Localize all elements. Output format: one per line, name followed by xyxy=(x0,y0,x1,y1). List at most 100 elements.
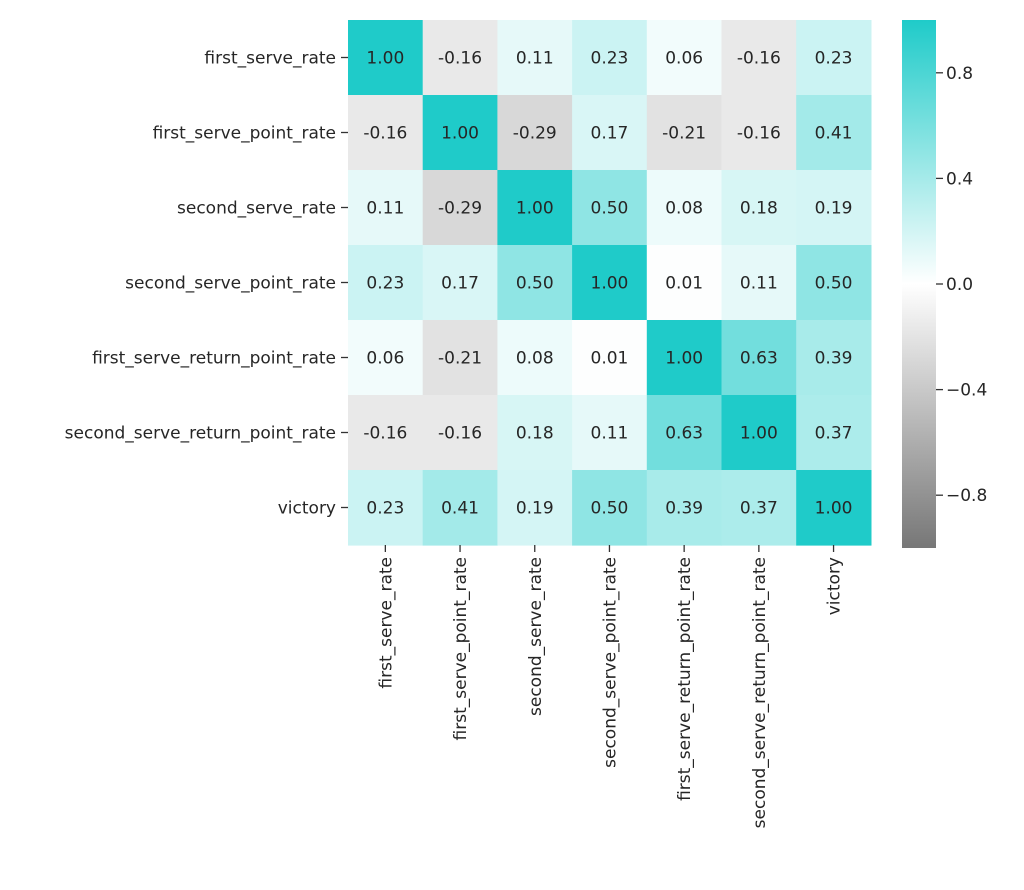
column-axis-labels: first_serve_rate first_serve_point_rate se… xyxy=(376,545,845,828)
cell-value-label-r2-c6: 0.19 xyxy=(815,199,853,219)
cell-value-label-r3-c4: 0.01 xyxy=(665,274,703,294)
heatmap-cell-r5-c6 xyxy=(796,395,872,471)
heatmap-cell-r2-c5 xyxy=(721,170,797,246)
cell-value-label-r4-c2: 0.08 xyxy=(516,349,554,369)
cell-value-label-r6-c1: 0.41 xyxy=(441,499,479,519)
heatmap-cell-r0-c6 xyxy=(796,20,872,96)
cell-value-label-r0-c3: 0.23 xyxy=(591,49,629,69)
cell-value-label-r2-c4: 0.08 xyxy=(665,199,703,219)
heatmap-cell-r1-c1 xyxy=(422,95,498,171)
cell-value-label-r0-c4: 0.06 xyxy=(665,49,703,69)
cell-value-label-r2-c5: 0.18 xyxy=(740,199,778,219)
heatmap-cell-r1-c2 xyxy=(497,95,573,171)
cell-value-label-r5-c1: -0.16 xyxy=(438,424,482,444)
cell-value-label-r1-c6: 0.41 xyxy=(815,124,853,144)
heatmap-cell-r3-c3 xyxy=(572,245,648,321)
column-label-1: first_serve_point_rate xyxy=(451,557,471,740)
heatmap-cell-r4-c5 xyxy=(721,320,797,396)
cell-value-label-r0-c5: -0.16 xyxy=(737,49,781,69)
cell-value-label-r5-c0: -0.16 xyxy=(363,424,407,444)
heatmap-cell-r6-c2 xyxy=(497,470,573,546)
heatmap-cell-r5-c0 xyxy=(348,395,424,471)
heatmap-cell-labels: 1.00 -0.16 0.11 0.23 0.06 -0.16 0.23 -0.16 1.00 -… xyxy=(363,49,852,519)
heatmap-cell-r6-c5 xyxy=(721,470,797,546)
heatmap-cell-r3-c4 xyxy=(646,245,723,321)
heatmap-cell-r4-c3 xyxy=(572,320,648,396)
colorbar-tick-label-3: −0.4 xyxy=(946,381,987,401)
cell-value-label-r4-c5: 0.63 xyxy=(740,349,778,369)
cell-value-label-r4-c4: 1.00 xyxy=(665,349,703,369)
heatmap-cell-r2-c6 xyxy=(796,170,872,246)
cell-value-label-r6-c5: 0.37 xyxy=(740,499,778,519)
heatmap-cell-r0-c2 xyxy=(497,20,573,96)
heatmap-cell-r0-c5 xyxy=(721,20,797,96)
heatmap-cell-r5-c4 xyxy=(646,395,723,471)
cell-value-label-r3-c1: 0.17 xyxy=(441,274,479,294)
cell-value-label-r5-c2: 0.18 xyxy=(516,424,554,444)
cell-value-label-r3-c2: 0.50 xyxy=(516,274,554,294)
heatmap-cell-r3-c0 xyxy=(348,245,424,321)
heatmap-cell-r4-c1 xyxy=(422,320,498,396)
cell-value-label-r3-c5: 0.11 xyxy=(740,274,778,294)
heatmap-cell-r6-c4 xyxy=(646,470,723,546)
cell-value-label-r0-c6: 0.23 xyxy=(815,49,853,69)
cell-value-label-r2-c3: 0.50 xyxy=(591,199,629,219)
cell-value-label-r4-c0: 0.06 xyxy=(366,349,404,369)
cell-value-label-r0-c1: -0.16 xyxy=(438,49,482,69)
heatmap-cell-r2-c4 xyxy=(646,170,723,246)
column-label-5: second_serve_return_point_rate xyxy=(750,557,770,828)
heatmap-cell-r2-c2 xyxy=(497,170,573,246)
heatmap-cell-r4-c6 xyxy=(796,320,872,396)
heatmap-cell-r6-c3 xyxy=(572,470,648,546)
cell-value-label-r1-c4: -0.21 xyxy=(662,124,706,144)
cell-value-label-r5-c6: 0.37 xyxy=(815,424,853,444)
colorbar-gradient xyxy=(902,20,936,548)
heatmap-cell-r1-c0 xyxy=(348,95,424,171)
row-label-6: victory xyxy=(278,499,336,519)
heatmap-cell-r6-c6 xyxy=(796,470,872,546)
heatmap-cell-r5-c1 xyxy=(422,395,498,471)
cell-value-label-r1-c0: -0.16 xyxy=(363,124,407,144)
colorbar-tick-label-4: −0.8 xyxy=(946,486,987,506)
cell-value-label-r5-c5: 1.00 xyxy=(740,424,778,444)
cell-value-label-r4-c1: -0.21 xyxy=(438,349,482,369)
cell-value-label-r1-c2: -0.29 xyxy=(513,124,557,144)
column-label-0: first_serve_rate xyxy=(376,557,396,689)
colorbar-tick-label-2: 0.0 xyxy=(946,275,973,295)
heatmap-cell-r1-c3 xyxy=(572,95,648,171)
row-label-4: first_serve_return_point_rate xyxy=(92,349,336,369)
heatmap-cell-r6-c1 xyxy=(422,470,498,546)
heatmap-cell-r5-c2 xyxy=(497,395,573,471)
heatmap-cells xyxy=(348,20,872,546)
cell-value-label-r2-c2: 1.00 xyxy=(516,199,554,219)
heatmap-cell-r1-c5 xyxy=(721,95,797,171)
row-label-3: second_serve_point_rate xyxy=(125,274,336,294)
cell-value-label-r5-c3: 0.11 xyxy=(591,424,629,444)
cell-value-label-r4-c6: 0.39 xyxy=(815,349,853,369)
row-axis-labels: first_serve_rate first_serve_point_ratese… xyxy=(65,49,348,519)
heatmap-cell-r4-c2 xyxy=(497,320,573,396)
cell-value-label-r6-c0: 0.23 xyxy=(366,499,404,519)
heatmap-cell-r5-c3 xyxy=(572,395,648,471)
heatmap-cell-r1-c6 xyxy=(796,95,872,171)
row-label-2: second_serve_rate xyxy=(177,199,336,219)
cell-value-label-r4-c3: 0.01 xyxy=(591,349,629,369)
cell-value-label-r3-c0: 0.23 xyxy=(366,274,404,294)
cell-value-label-r1-c3: 0.17 xyxy=(591,124,629,144)
heatmap-cell-r1-c4 xyxy=(646,95,723,171)
colorbar: 0.8 0.4 0.0 −0.4 −0.8 xyxy=(902,20,987,548)
heatmap-cell-r3-c5 xyxy=(721,245,797,321)
cell-value-label-r6-c6: 1.00 xyxy=(815,499,853,519)
heatmap-cell-r0-c4 xyxy=(646,20,723,96)
heatmap-cell-r4-c0 xyxy=(348,320,424,396)
heatmap-cell-r0-c3 xyxy=(572,20,648,96)
column-label-3: second_serve_point_rate xyxy=(600,557,620,768)
cell-value-label-r1-c1: 1.00 xyxy=(441,124,479,144)
colorbar-tick-label-0: 0.8 xyxy=(946,64,973,84)
heatmap-cell-r5-c5 xyxy=(721,395,797,471)
cell-value-label-r6-c2: 0.19 xyxy=(516,499,554,519)
heatmap-cell-r2-c1 xyxy=(422,170,498,246)
heatmap-cell-r3-c1 xyxy=(422,245,498,321)
cell-value-label-r3-c6: 0.50 xyxy=(815,274,853,294)
